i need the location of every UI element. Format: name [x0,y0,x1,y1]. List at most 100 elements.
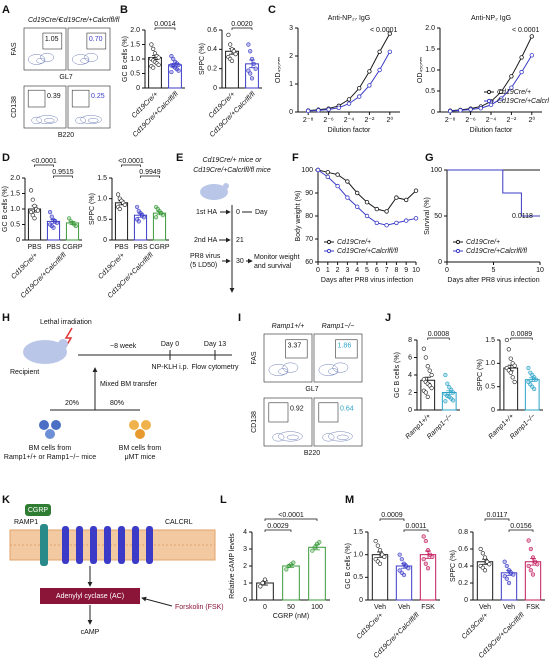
p-value: 0.9949 [139,169,161,176]
data-point [32,216,37,221]
contour [328,368,339,375]
y-tick-label: 1.5 [130,41,140,48]
data-point [506,347,511,352]
x-tick-label: 3 [345,267,349,274]
data-point [229,58,235,64]
data-point [448,108,453,114]
data-point [404,197,409,203]
data-point [284,567,289,572]
data-point [374,220,379,226]
data-point [373,538,378,544]
x-tick-label: 10 [412,267,420,274]
data-point [355,190,360,196]
data-point [509,85,514,90]
gate [86,32,107,50]
data-point [325,174,330,180]
data-point [478,106,483,111]
x-tick-label: 8 [394,267,398,274]
text: 21 [236,237,244,244]
data-point [528,568,533,573]
x-tick-label: Veh [479,604,491,611]
bracket [231,27,253,30]
text: Ramp1+/+ or Ramp1−/− mice [4,454,96,461]
y-tick-label: 0 [243,597,247,604]
y-tick-label: 1.0 [97,196,107,203]
data-point [228,42,233,47]
x-tick-label: 0 [263,604,267,611]
data-point [421,346,426,351]
group-label: Cd19Cre/+ [10,252,39,281]
x-tick-label: 5 [365,267,369,274]
text: Mixed BM transfer [100,381,157,388]
y-tick-label: 80 [305,213,313,220]
data-point [260,580,265,586]
y-axis-label: GC B cells (%) [394,352,401,398]
data-point [384,209,389,214]
data-point [423,538,428,544]
x-tick-label: 2⁰ [528,116,535,124]
x-tick-label: 2⁻⁸ [445,117,456,124]
y-axis-label: SPPC (%) [450,550,457,582]
data-point [30,213,35,218]
x-axis-label: CGRP (nM) [273,613,309,620]
data-point [458,108,463,113]
bar [371,554,389,601]
y-tick-label: 0 [136,85,140,92]
data-point [364,199,370,205]
data-point [317,540,322,545]
data-point [482,568,488,573]
data-point [443,399,448,404]
contour [27,54,46,65]
data-point [512,379,517,385]
data-point [153,215,159,220]
y-tick-label: 0 [289,109,293,116]
x-tick-label: 2⁰ [386,116,393,124]
gate-value: 1.86 [338,343,352,350]
x-tick-label: 100 [311,604,323,611]
legend-label: Cd19Cre/+Calcrlfl/fl [466,248,527,255]
gate [335,339,358,359]
bracket [427,337,450,340]
data-point [451,390,456,395]
data-point [136,219,141,224]
data-point [253,66,258,71]
mouse-ear [223,183,229,189]
data-point [251,61,256,66]
data-point [421,557,426,562]
y-tick-label: 1 [289,81,293,88]
y-tick-label: 60 [305,259,313,266]
data-point [375,543,380,548]
p-value: 0.0011 [406,523,427,530]
y-tick-label: 0.4 [207,46,217,53]
text: 80% [110,400,124,407]
data-point [248,71,253,76]
y-tick-label: 2 [289,53,293,60]
group-label: Cd19Cre/+ [356,612,385,641]
text: 20% [65,400,79,407]
data-point [526,538,531,543]
data-point [506,580,512,586]
y-tick-label: 1 [243,580,247,587]
series-line [447,169,540,217]
contour [36,115,58,125]
text: PR8 virus [190,253,221,260]
text: 0 [236,209,240,216]
data-point [117,206,122,212]
gate-value: 1.05 [45,36,59,43]
y-axis-label: Survival (%) [424,197,431,235]
data-point [367,69,372,74]
x-axis-label: Dilution factor [470,127,513,134]
x-tick-label: 0 [445,267,449,274]
y-tick-label: 0 [438,259,442,266]
gate-value: 0.70 [89,36,103,43]
contour [286,434,299,441]
contour [80,115,102,125]
contour [75,116,86,125]
p-value: <0.0001 [31,158,57,165]
legend-marker [455,248,461,254]
contour [336,434,349,441]
p-value: <0.0001 [278,512,304,519]
legend-label: Cd19Cre/+Calcrlfl/fl [497,98,549,105]
x-tick-label: 2⁻⁴ [486,117,497,124]
data-point [468,107,473,112]
